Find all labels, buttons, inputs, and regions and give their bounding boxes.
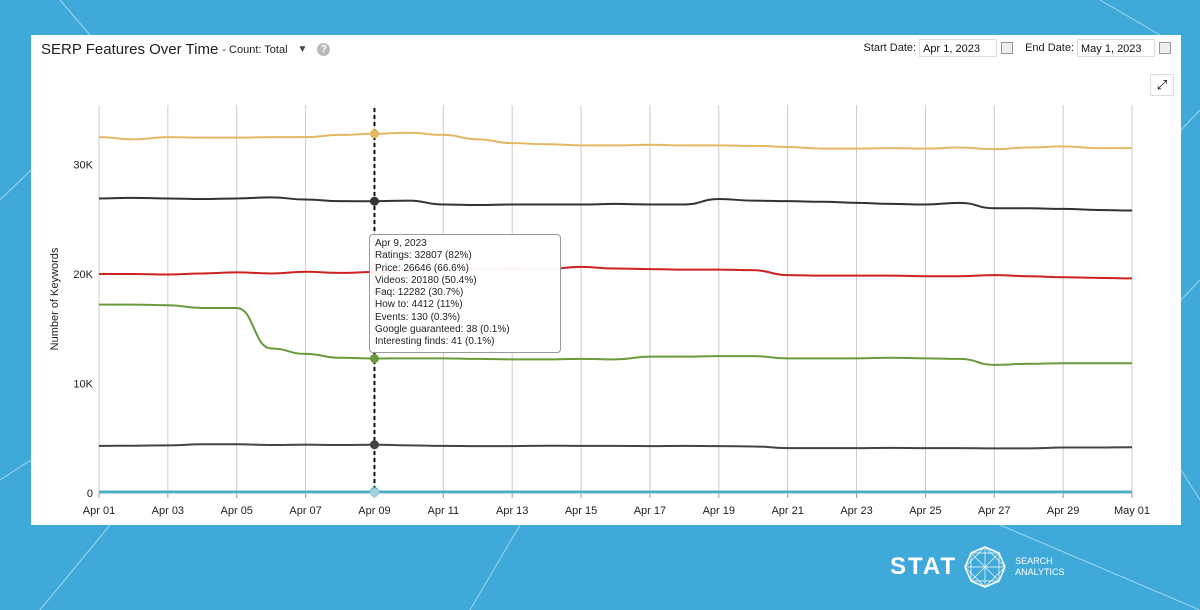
x-tick-label: Apr 01 xyxy=(83,505,115,517)
tooltip-line: Price: 26646 (66.6%) xyxy=(375,262,469,274)
tooltip-line: Interesting finds: 41 (0.1%) xyxy=(375,336,495,348)
line-chart: Apr 01 Apr 03 Apr 05 Apr 07 Apr 09 Apr 11 Apr … xyxy=(49,105,1150,517)
calendar-icon[interactable] xyxy=(1159,42,1171,54)
tooltip-line: How to: 4412 (11%) xyxy=(375,299,463,311)
series-line-how-to xyxy=(98,443,1133,450)
x-tick-label: Apr 23 xyxy=(840,505,872,517)
chart-panel: Apr 01 Apr 03 Apr 05 Apr 07 Apr 09 Apr 11 Apr … xyxy=(31,35,1181,525)
y-tick-label: 20K xyxy=(73,269,93,281)
logo-sub: SEARCH xyxy=(1015,556,1053,566)
x-tick-label: Apr 09 xyxy=(358,505,390,517)
calendar-icon[interactable] xyxy=(1001,42,1014,54)
x-tick-label: Apr 05 xyxy=(221,505,253,517)
chevron-down-icon[interactable]: ▼ xyxy=(297,44,308,55)
x-tick-label: Apr 13 xyxy=(496,505,528,517)
series-line-price xyxy=(98,196,1133,212)
data-point-interesting-finds xyxy=(369,488,379,498)
tooltip-line: Videos: 20180 (50.4%) xyxy=(375,274,477,286)
series-line-videos xyxy=(99,265,1133,280)
expand-icon[interactable]: ⤢ xyxy=(1150,74,1174,96)
start-date-input[interactable]: Apr 1, 2023 xyxy=(919,39,998,57)
x-tick-label: Apr 27 xyxy=(978,505,1010,517)
data-point-faq xyxy=(369,354,379,364)
x-tick-label: Apr 07 xyxy=(289,505,321,517)
y-tick-label: 10K xyxy=(73,379,93,391)
x-tick-label: Apr 17 xyxy=(634,505,666,517)
x-tick-label: May 01 xyxy=(1114,505,1150,517)
tooltip-line: Events: 130 (0.3%) xyxy=(375,311,461,323)
end-date-label: End Date: xyxy=(1025,42,1074,54)
data-point-how-to xyxy=(369,440,379,450)
y-tick-label: 30K xyxy=(73,160,93,172)
y-tick-label: 0 xyxy=(87,488,93,500)
title-text: SERP Features Over Time xyxy=(41,41,219,58)
x-tick-label: Apr 03 xyxy=(152,505,184,517)
x-tick-label: Apr 29 xyxy=(1047,505,1079,517)
tooltip-date: Apr 9, 2023 xyxy=(375,238,427,249)
y-axis-label: Number of Keywords xyxy=(49,247,61,350)
stat-logo: STAT SEARCH ANALYTICS xyxy=(890,545,1064,589)
logo-brand: STAT xyxy=(890,553,958,580)
start-date-label: Start Date: xyxy=(863,42,917,54)
series-line-ratings xyxy=(98,131,1132,151)
tooltip-line: Ratings: 32807 (82%) xyxy=(375,250,472,262)
x-tick-label: Apr 11 xyxy=(428,505,460,517)
count-selector[interactable]: - Count: Total xyxy=(222,43,288,56)
x-tick-label: Apr 25 xyxy=(909,505,941,517)
chart-title: SERP Features Over Time - Count: Total ▼… xyxy=(41,41,331,58)
data-point-price xyxy=(369,196,379,206)
date-range: Start Date: Apr 1, 2023 End Date: May 1,… xyxy=(863,39,1171,57)
help-icon[interactable]: ? xyxy=(317,43,331,56)
tooltip-line: Faq: 12282 (30.7%) xyxy=(375,287,464,299)
logo-sub: ANALYTICS xyxy=(1015,567,1065,577)
x-tick-label: Apr 19 xyxy=(703,505,735,517)
end-date-input[interactable]: May 1, 2023 xyxy=(1077,39,1155,57)
data-point-ratings xyxy=(369,129,379,139)
series-line-faq xyxy=(98,303,1132,366)
polygon-logo-icon xyxy=(964,546,1006,588)
x-tick-label: Apr 21 xyxy=(771,505,803,517)
tooltip-line: Google guaranteed: 38 (0.1%) xyxy=(375,324,510,336)
tooltip: Apr 9, 2023 Ratings: 32807 (82%) Price: … xyxy=(369,234,561,353)
x-tick-label: Apr 15 xyxy=(565,505,597,517)
